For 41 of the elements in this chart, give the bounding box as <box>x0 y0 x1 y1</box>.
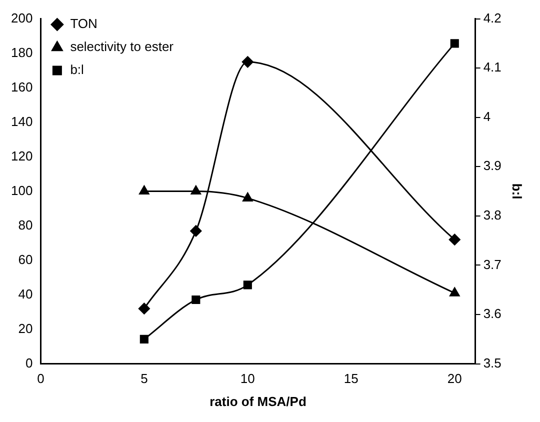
point <box>140 334 148 344</box>
point <box>243 280 252 290</box>
y-tick-label: 120 <box>10 148 33 164</box>
y-tick-label: 180 <box>10 44 33 60</box>
y-tick-label: 160 <box>10 79 33 94</box>
point <box>242 192 253 202</box>
point <box>450 287 460 296</box>
point <box>190 186 201 195</box>
y-tick-label: 60 <box>18 252 33 267</box>
point <box>448 234 460 246</box>
y-tick-label: 20 <box>18 320 33 336</box>
x-tick-label: 5 <box>140 371 148 386</box>
y2-tick-label: 3.5 <box>483 355 502 370</box>
y-tick-label: 200 <box>10 10 33 26</box>
y2-tick-label: 4.2 <box>483 10 502 26</box>
x-tick-label: 10 <box>240 371 255 386</box>
x-axis-title: ratio of MSA/Pd <box>210 394 306 409</box>
y-tick-label: 100 <box>10 182 33 198</box>
x-tick-label: 15 <box>344 371 358 386</box>
y2-tick-label: 3.7 <box>483 256 502 272</box>
point <box>450 39 459 48</box>
point <box>192 295 200 304</box>
y2-axis-title: b:l <box>510 183 525 200</box>
legend-label: TON <box>70 16 98 32</box>
y2-tick-label: 3.6 <box>483 306 502 322</box>
y-tick-label: 80 <box>18 217 33 232</box>
x-tick-label: 20 <box>447 371 462 386</box>
y-tick-label: 0 <box>25 355 33 370</box>
point <box>242 56 254 68</box>
y2-tick-label: 3.8 <box>483 208 502 223</box>
point <box>190 225 202 237</box>
y2-tick-label: 4.1 <box>483 60 502 75</box>
point <box>139 186 150 195</box>
y2-tick-label: 3.9 <box>483 158 502 174</box>
y-tick-label: 40 <box>18 286 33 302</box>
legend-label: b:l <box>70 62 84 78</box>
x-tick-label: 0 <box>37 371 44 386</box>
legend-label: selectivity to ester <box>70 39 174 54</box>
point <box>138 302 150 314</box>
y-tick-label: 140 <box>10 114 33 129</box>
y2-tick-label: 4 <box>483 108 491 124</box>
